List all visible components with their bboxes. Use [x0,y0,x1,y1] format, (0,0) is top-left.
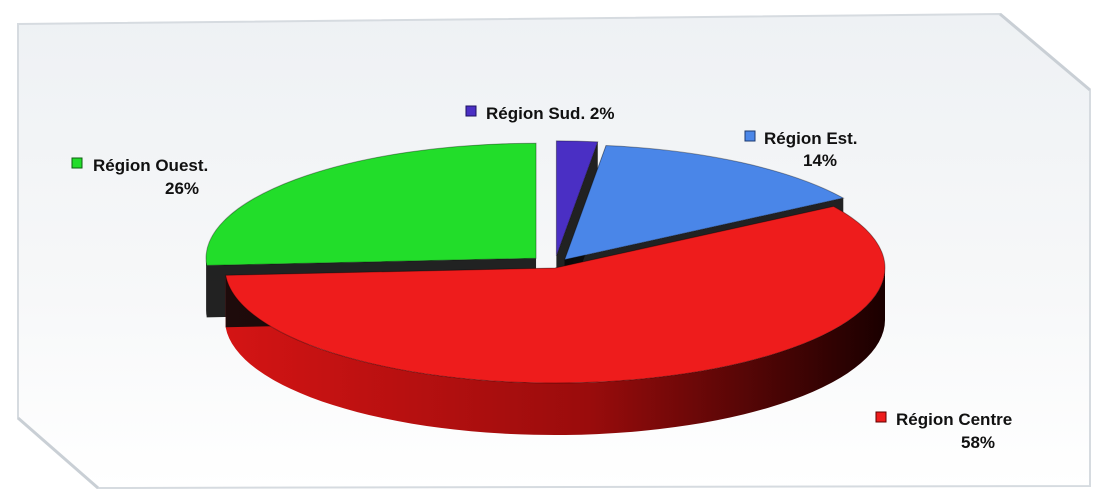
slice-top-ouest [205,142,537,266]
slice-label-sud: Région Sud. 2% [465,104,614,123]
frame-corner-bottom-left [17,416,99,490]
label-ouest-name: Région Ouest. [93,156,208,175]
legend-swatch-centre [875,411,887,423]
slice-label-ouest: Région Ouest. 26% [71,156,208,198]
slice-side-ouest [206,258,207,318]
label-ouest-value: 26% [165,179,199,198]
legend-swatch-ouest [71,157,83,169]
slice-label-est: Région Est. 14% [744,129,858,170]
legend-swatch-sud [465,105,477,117]
label-sud: Région Sud. 2% [486,104,614,123]
label-centre-name: Région Centre [896,410,1012,429]
label-centre-value: 58% [961,433,995,452]
legend-swatch-est [744,130,756,142]
frame-corner-top-right [999,12,1091,92]
label-est-name: Région Est. [764,129,858,148]
pie-group [205,140,886,435]
slice-side-centre [225,268,885,435]
slice-top-centre [225,205,886,384]
slice-top-est [563,145,845,261]
slice-label-centre: Région Centre 58% [875,410,1012,452]
slice-top-sud [555,140,599,257]
label-est-value: 14% [803,151,837,170]
slice-centre [225,205,886,435]
